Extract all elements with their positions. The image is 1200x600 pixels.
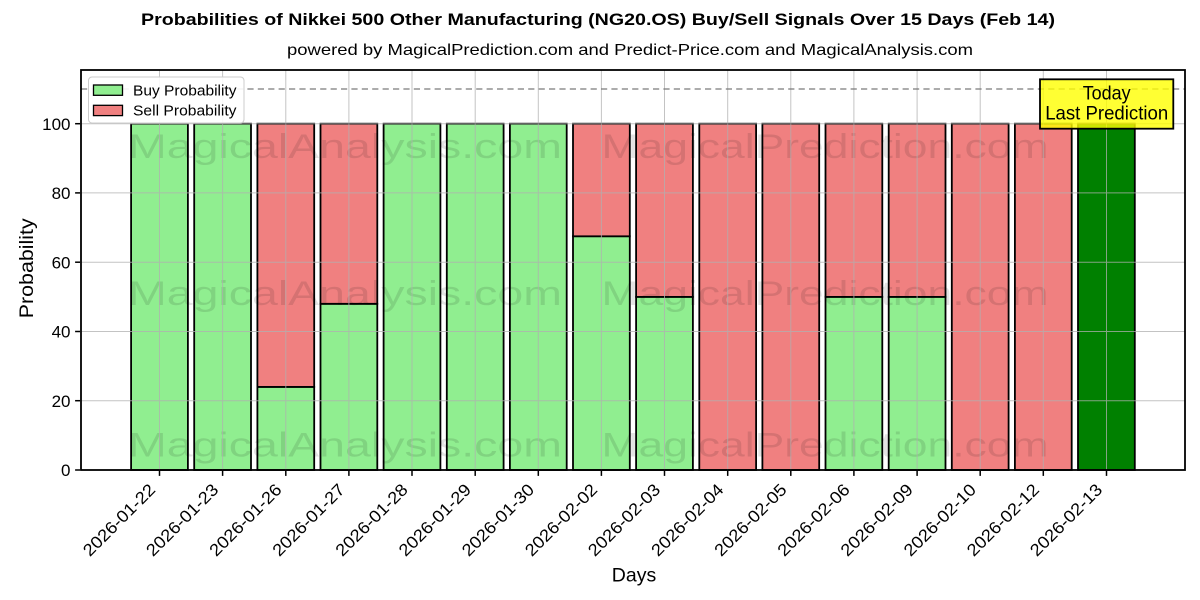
svg-text:Probability: Probability — [16, 218, 38, 318]
svg-text:80: 80 — [52, 184, 71, 203]
svg-text:Last Prediction: Last Prediction — [1045, 102, 1168, 124]
svg-text:100: 100 — [42, 115, 70, 134]
svg-text:60: 60 — [52, 253, 71, 272]
svg-text:Sell Probability: Sell Probability — [133, 104, 237, 120]
svg-text:MagicalAnalysis.com: MagicalAnalysis.com — [128, 128, 562, 166]
svg-text:Probabilities of Nikkei 500 Ot: Probabilities of Nikkei 500 Other Manufa… — [141, 10, 1055, 29]
svg-text:MagicalPrediction.com: MagicalPrediction.com — [602, 275, 1049, 313]
svg-text:Days: Days — [612, 564, 657, 586]
svg-text:MagicalAnalysis.com: MagicalAnalysis.com — [128, 427, 562, 465]
svg-text:MagicalAnalysis.com: MagicalAnalysis.com — [128, 275, 562, 313]
svg-text:0: 0 — [61, 461, 70, 480]
svg-text:20: 20 — [52, 392, 71, 411]
svg-text:powered by MagicalPrediction.c: powered by MagicalPrediction.com and Pre… — [287, 42, 973, 59]
svg-text:40: 40 — [52, 323, 71, 342]
svg-text:MagicalPrediction.com: MagicalPrediction.com — [602, 128, 1049, 166]
svg-text:Buy Probability: Buy Probability — [133, 83, 237, 99]
svg-text:MagicalPrediction.com: MagicalPrediction.com — [602, 427, 1049, 465]
svg-text:Today: Today — [1083, 82, 1131, 104]
